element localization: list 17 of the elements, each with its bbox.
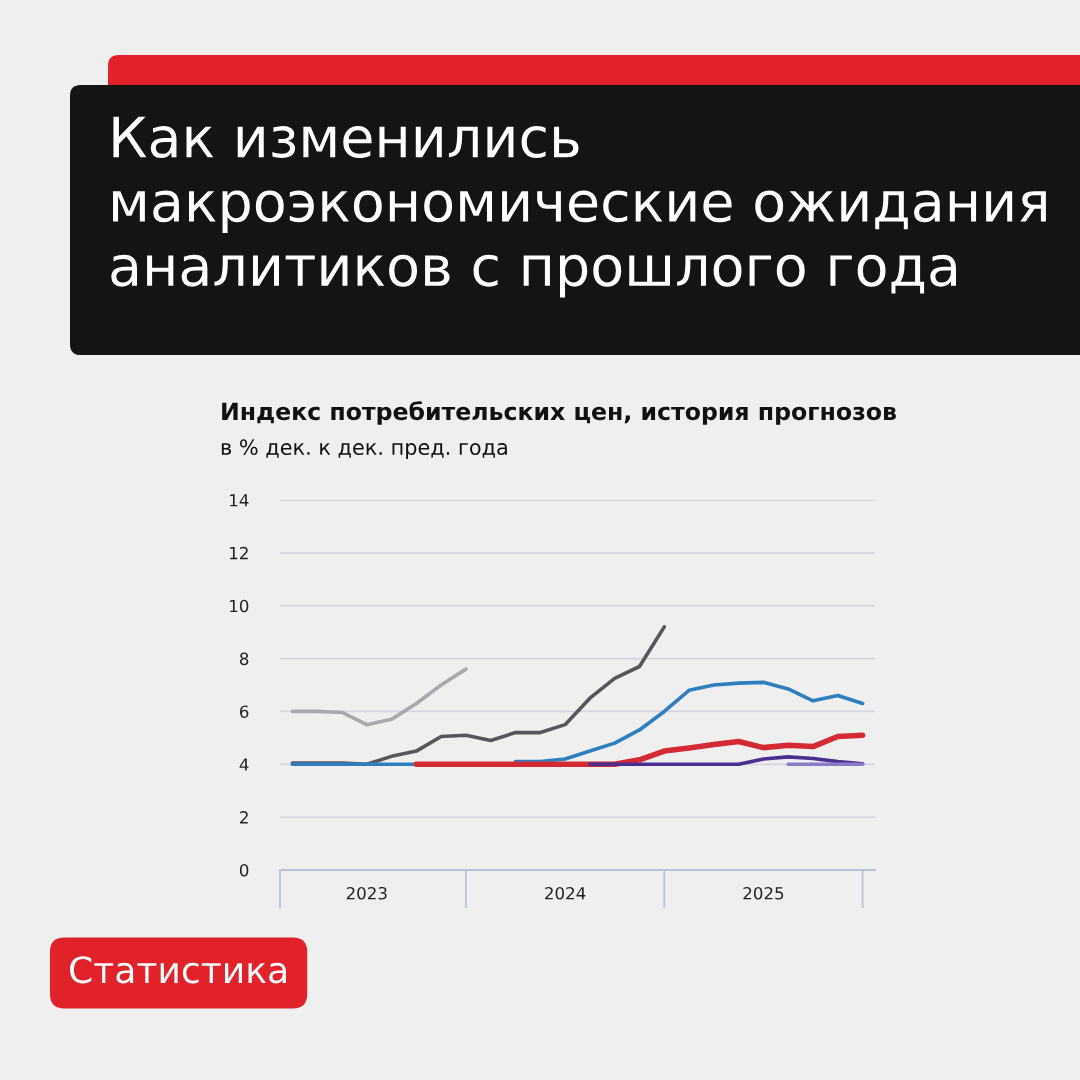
- chart-title: Как изменились макроэкономические ожидания аналитиков с прошлого года: [111, 116, 1046, 298]
- text: Статистика: [70, 956, 286, 984]
- chart-subtitle: Индекс потребительских цен, история прогнозов: [222, 401, 896, 425]
- y-axis-title: в % дек. к дек. пред. года: [221, 439, 507, 460]
- y-tick-label: 0: [239, 863, 249, 877]
- y-tick-label: 4: [239, 758, 249, 771]
- y-tick-label: 14: [230, 494, 249, 507]
- y-tick-label: 8: [239, 652, 249, 666]
- line-series: [290, 667, 468, 727]
- y-tick-label: 2: [240, 811, 248, 824]
- x-tick-label: 2024: [545, 886, 586, 900]
- y-tick-label: 10: [230, 599, 249, 613]
- y-tick-label: 6: [240, 705, 249, 718]
- x-tick-label: 2025: [743, 886, 784, 900]
- y-tick-label: 12: [230, 546, 248, 560]
- line-series: [588, 755, 865, 767]
- x-tick-label: 2023: [346, 886, 387, 900]
